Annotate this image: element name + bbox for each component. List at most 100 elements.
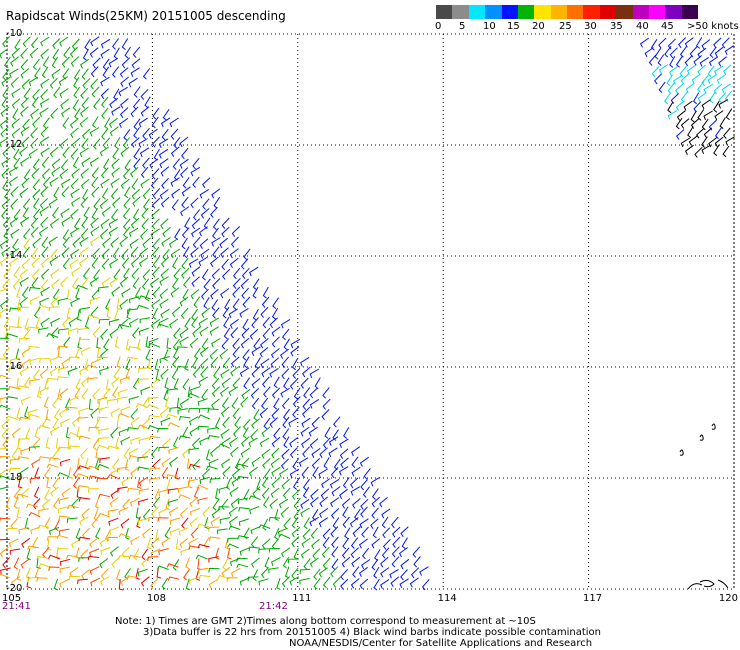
wind-barb bbox=[100, 48, 110, 59]
wind-barb bbox=[2, 346, 10, 359]
wind-barb bbox=[229, 257, 239, 269]
wind-barb bbox=[20, 216, 30, 227]
wind-barb bbox=[79, 117, 89, 128]
wind-barb bbox=[111, 167, 120, 178]
wind-barb bbox=[3, 268, 11, 280]
wind-barb bbox=[293, 497, 301, 510]
wind-barb bbox=[130, 408, 139, 420]
wind-barb bbox=[31, 276, 39, 289]
wind-barb bbox=[146, 403, 159, 409]
wind-barb bbox=[322, 437, 331, 449]
wind-barb bbox=[221, 377, 231, 388]
wind-barb bbox=[117, 388, 128, 397]
wind-barb bbox=[181, 517, 189, 529]
wind-barb bbox=[111, 377, 120, 388]
wind-barb bbox=[311, 538, 320, 550]
wind-barb bbox=[92, 326, 101, 338]
wind-barb bbox=[158, 446, 170, 452]
wind-barb bbox=[208, 458, 219, 468]
wind-barb bbox=[243, 377, 251, 390]
wind-barb bbox=[419, 566, 429, 576]
wind-barb bbox=[48, 306, 60, 312]
wind-barb bbox=[86, 364, 98, 370]
wind-barb bbox=[198, 376, 208, 386]
wind-barb bbox=[221, 397, 229, 409]
wind-barb bbox=[120, 178, 130, 190]
wind-barb bbox=[17, 306, 29, 312]
wind-barb bbox=[19, 367, 30, 377]
wind-barb bbox=[261, 538, 271, 550]
wind-barb bbox=[61, 186, 70, 198]
wind-barb bbox=[101, 96, 109, 109]
wind-barb bbox=[331, 536, 339, 548]
wind-barb bbox=[190, 289, 200, 300]
wind-barb bbox=[71, 168, 80, 179]
wind-barb bbox=[331, 558, 339, 571]
wind-barb bbox=[108, 218, 118, 228]
wind-barb bbox=[140, 386, 151, 395]
wind-barb bbox=[162, 438, 171, 450]
wind-barb bbox=[292, 478, 300, 490]
wind-barb bbox=[40, 268, 50, 280]
wind-barb bbox=[76, 473, 89, 478]
wind-barb bbox=[684, 37, 694, 48]
wind-barb bbox=[132, 327, 140, 339]
wind-barb bbox=[309, 368, 320, 378]
wind-barb bbox=[49, 426, 60, 436]
wind-barb bbox=[319, 496, 329, 507]
wind-barb bbox=[141, 556, 151, 568]
colorbar-swatch-3 bbox=[485, 5, 502, 19]
wind-barb bbox=[292, 367, 301, 379]
wind-barb bbox=[128, 296, 140, 304]
wind-barb bbox=[66, 517, 78, 523]
wind-barb bbox=[22, 246, 30, 259]
wind-barb bbox=[144, 289, 150, 302]
wind-barb bbox=[666, 74, 673, 87]
wind-barb bbox=[140, 576, 150, 587]
wind-barb bbox=[60, 98, 70, 109]
wind-barb bbox=[667, 101, 674, 114]
wind-barb bbox=[291, 489, 301, 500]
y-tick-label: -12 bbox=[6, 139, 22, 150]
wind-barb bbox=[401, 537, 408, 549]
wind-barb bbox=[680, 118, 690, 129]
wind-barb bbox=[141, 278, 150, 290]
wind-barb bbox=[120, 576, 130, 587]
wind-barb bbox=[133, 86, 141, 98]
wind-barb bbox=[363, 468, 371, 480]
wind-barb bbox=[340, 568, 348, 581]
wind-barb bbox=[2, 68, 10, 81]
wind-barb bbox=[185, 578, 191, 591]
wind-barb bbox=[13, 488, 21, 500]
wind-barb bbox=[91, 288, 100, 300]
wind-barb bbox=[1, 96, 9, 108]
wind-barb bbox=[210, 256, 219, 268]
wind-barb bbox=[159, 158, 169, 169]
wind-barb bbox=[329, 478, 340, 489]
wind-barb bbox=[673, 74, 683, 85]
wind-barb bbox=[281, 368, 290, 380]
wind-barb bbox=[689, 46, 698, 58]
wind-barb bbox=[92, 57, 101, 69]
wind-barb bbox=[163, 389, 168, 402]
wind-barb bbox=[293, 547, 299, 560]
wind-barb bbox=[83, 206, 90, 219]
wind-barb bbox=[32, 498, 41, 510]
wind-barb bbox=[59, 168, 69, 179]
wind-barb bbox=[61, 357, 71, 368]
wind-barb bbox=[159, 407, 169, 419]
wind-barb bbox=[250, 388, 260, 399]
wind-barb bbox=[243, 248, 251, 261]
wind-barb bbox=[339, 438, 349, 449]
wind-barb bbox=[192, 176, 200, 188]
wind-barb bbox=[162, 226, 171, 238]
wind-barb bbox=[178, 435, 191, 440]
wind-barb bbox=[198, 414, 210, 420]
wind-barb bbox=[0, 573, 10, 579]
wind-barb bbox=[341, 498, 351, 509]
wind-barb bbox=[719, 117, 726, 129]
wind-barb bbox=[281, 448, 290, 460]
wind-barb bbox=[121, 248, 129, 260]
wind-barb bbox=[230, 446, 239, 458]
wind-barb bbox=[199, 326, 209, 337]
